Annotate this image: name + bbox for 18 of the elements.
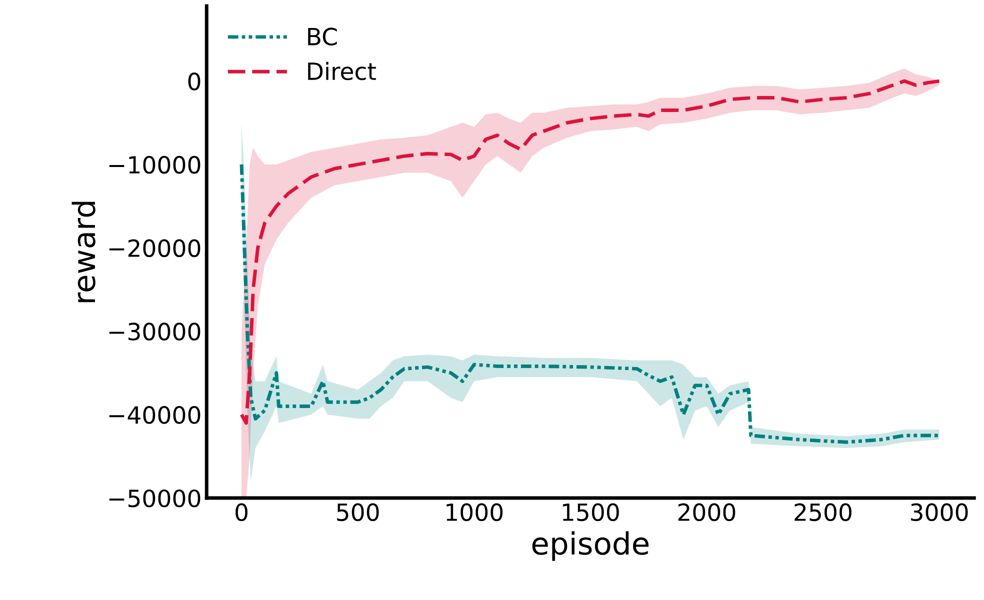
x-tick-label: 2000: [678, 503, 736, 522]
x-axis-title: episode: [532, 531, 649, 561]
x-tick-label: 3000: [911, 503, 968, 522]
y-tick-label: −10000: [109, 156, 200, 174]
x-tick-label: 500: [337, 503, 379, 522]
x-tick-label: 0: [236, 503, 248, 522]
line-series: [240, 79, 942, 425]
y-tick-label: −30000: [109, 322, 200, 341]
y-axis-title: reward: [72, 202, 96, 302]
x-tick-label: 2500: [794, 503, 852, 522]
legend-label: Direct: [308, 62, 376, 80]
x-tick-label: 1500: [562, 503, 619, 522]
legend-label: BC: [308, 28, 337, 46]
y-tick-label: −40000: [109, 406, 200, 424]
x-tick-label: 1000: [446, 503, 503, 522]
y-tick-label: −20000: [109, 239, 200, 258]
y-tick-label: −50000: [109, 489, 200, 508]
y-tick-label: 0: [188, 72, 200, 90]
